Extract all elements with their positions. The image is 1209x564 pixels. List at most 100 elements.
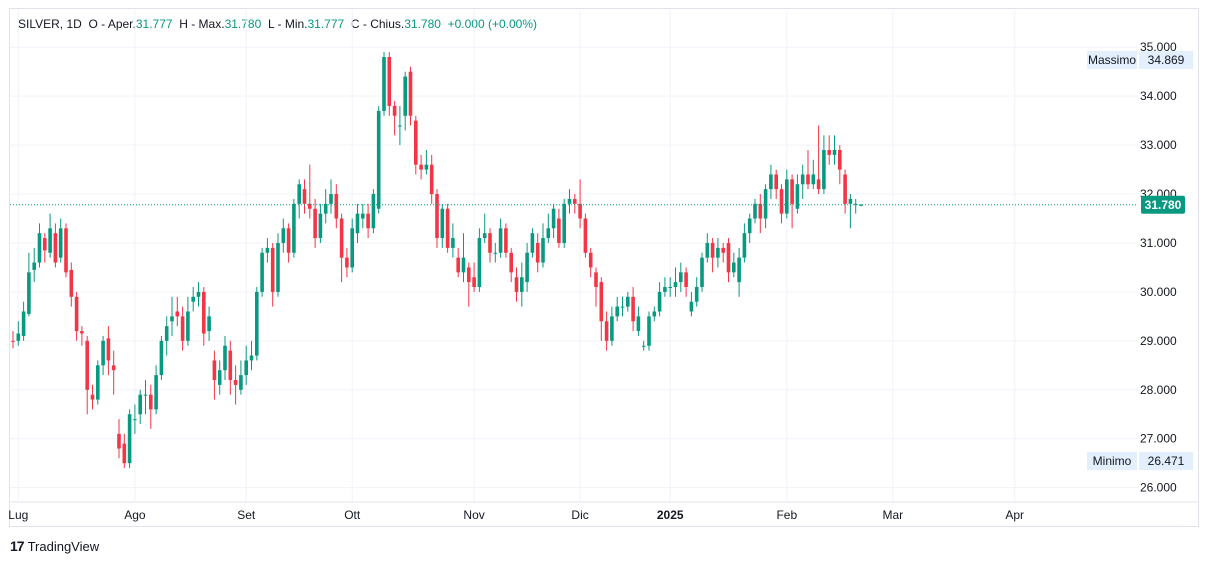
min-label-bg [1087,452,1137,470]
candle-body [117,433,121,449]
candle-body [567,198,572,204]
x-tick-label: Ott [344,508,361,522]
y-tick-label: 33.000 [1140,138,1177,152]
candle-body [758,203,763,219]
max-label-bg [1087,51,1137,69]
candle-body [371,194,376,229]
candle-body [180,316,185,341]
chart-frame [9,8,1199,527]
candle-body [578,203,582,219]
candle-body [101,340,105,366]
candle-body [276,242,280,292]
candle-body [244,360,248,376]
candle-body [149,394,153,410]
candle-body [186,311,190,341]
candle-body [122,443,127,464]
legend-change-value: +0.000 (+0.00%) [447,17,537,31]
candle-body [806,174,810,185]
candle-body [620,306,625,308]
candle-body [742,233,747,258]
candle-body [456,257,460,273]
candle-body [514,277,519,292]
candle-body [292,203,296,253]
candle-body [21,311,26,336]
x-tick-label: 2025 [657,508,684,522]
candle-body [270,247,275,292]
candle-body [673,282,678,288]
candle-body [392,105,397,116]
min-value-bg [1139,452,1193,470]
candle-body [525,252,529,283]
candle-body [684,272,688,288]
candle-body [90,394,95,400]
candle-body [800,174,805,185]
candle-body [58,228,63,258]
candle-body [747,218,752,234]
y-tick-label: 31.000 [1140,236,1177,250]
x-tick-label: Set [237,508,256,522]
legend-high-value: 31.780 [224,17,262,31]
candle-body [504,228,508,253]
candle-body [376,110,381,209]
x-tick-label: Nov [463,508,484,522]
candle-body [27,272,31,314]
candle-body [763,189,768,219]
candle-body [127,414,132,464]
candle-body [599,282,604,322]
candle-body [853,203,858,205]
candle-body [710,242,715,258]
max-value: 34.869 [1148,53,1185,67]
min-label: Minimo [1093,454,1132,468]
candle-body [859,204,863,206]
candle-body [535,242,540,263]
candle-body [822,150,826,190]
candle-body [255,291,259,356]
candle-body [530,233,535,253]
candle-body [440,208,445,239]
candle-body [96,365,100,400]
candle-body [64,228,68,273]
candle-body [541,238,545,263]
candle-body [498,228,503,253]
candle-body [175,311,180,317]
candle-body [260,252,264,292]
candle-body [562,203,566,243]
candle-body [509,252,513,273]
candle-body [366,213,370,229]
candle-body [85,340,89,390]
candle-body [811,174,816,185]
x-tick-label: Mar [882,508,903,522]
candle-body [43,238,47,251]
candle-body [790,179,794,204]
candle-body [297,184,301,204]
x-tick-label: Ago [124,508,146,522]
y-tick-label: 30.000 [1140,285,1177,299]
candle-body [848,198,853,204]
candle-body [493,252,498,254]
candle-body [647,316,651,346]
candle-body [435,194,439,239]
candle-body [774,174,778,190]
candle-body [37,233,42,263]
tradingview-name: TradingView [27,538,100,554]
tradingview-branding[interactable]: 17 TradingView [10,538,99,554]
candle-body [329,194,333,204]
candle-body [80,331,84,334]
candle-body [700,257,704,288]
candle-body [223,345,227,371]
tradingview-logo-icon: 17 [10,538,25,554]
candle-body [641,345,646,347]
candle-body [482,233,487,239]
candle-body [382,57,386,111]
y-tick-label: 34.000 [1140,89,1177,103]
y-tick-label: 35.000 [1140,40,1177,54]
candle-body [546,228,551,239]
candle-body [212,360,217,380]
x-tick-label: Lug [8,508,28,522]
candle-body [217,370,222,385]
candle-body [615,306,619,317]
candle-body [202,291,206,334]
candle-body [636,316,641,332]
candle-body [74,296,79,332]
